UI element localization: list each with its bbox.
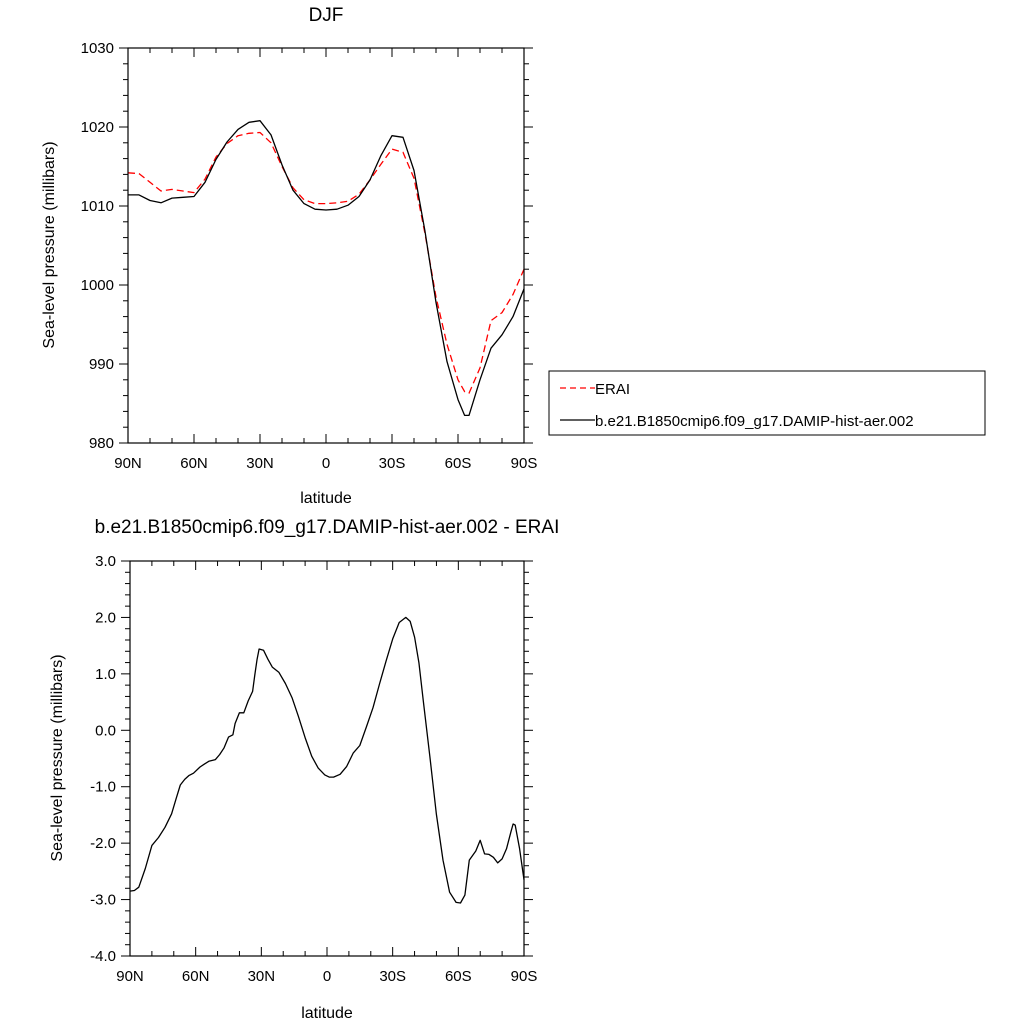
panel-bottom: b.e21.B1850cmip6.f09_g17.DAMIP-hist-aer.… <box>49 517 559 1022</box>
y-tick-label: 0.0 <box>95 722 116 739</box>
ylabel-top: Sea-level pressure (millibars) <box>41 141 58 348</box>
y-tick-label: 980 <box>89 435 114 452</box>
y-tick-label: 1020 <box>81 119 114 136</box>
y-tick-label: 1.0 <box>95 666 116 683</box>
x-tick-label: 30N <box>248 968 276 985</box>
xlabel-bottom: latitude <box>301 1005 353 1022</box>
y-tick-label: 1000 <box>81 277 114 294</box>
ylabel-bottom: Sea-level pressure (millibars) <box>49 654 66 861</box>
x-tick-label: 60N <box>180 455 208 472</box>
legend-box <box>548 370 986 436</box>
legend-label-erai: ERAI <box>595 381 630 398</box>
y-tick-label: 990 <box>89 356 114 373</box>
y-tick-label: -3.0 <box>90 892 116 909</box>
y-tick-label: -4.0 <box>90 948 116 965</box>
title-top: DJF <box>309 5 344 26</box>
panel-top: DJF Sea-level pressure (millibars) latit… <box>41 5 537 507</box>
legend: ERAI b.e21.B1850cmip6.f09_g17.DAMIP-hist… <box>548 370 986 436</box>
series-line-difference <box>129 616 525 904</box>
x-tick-label: 0 <box>323 968 331 985</box>
series-line-erai <box>127 131 525 394</box>
plot-frame-bottom <box>129 560 525 957</box>
xlabel-top: latitude <box>300 490 352 507</box>
legend-label-model: b.e21.B1850cmip6.f09_g17.DAMIP-hist-aer.… <box>595 413 914 430</box>
y-tick-label: -1.0 <box>90 779 116 796</box>
x-tick-label: 60S <box>445 455 472 472</box>
y-tick-label: 1010 <box>81 198 114 215</box>
x-tick-label: 90N <box>114 455 142 472</box>
title-bottom: b.e21.B1850cmip6.f09_g17.DAMIP-hist-aer.… <box>95 517 560 538</box>
series-line-model <box>128 120 525 417</box>
x-tick-label: 30N <box>246 455 274 472</box>
series-bottom <box>129 616 525 904</box>
y-tick-label: 1030 <box>81 40 114 57</box>
y-tick-label: 2.0 <box>95 609 116 626</box>
x-tick-label: 60S <box>445 968 472 985</box>
y-tick-label: -2.0 <box>90 835 116 852</box>
ticks-bottom: 90N 60N 30N 0 30S 60S 90S -4.0 -3.0 -2.0 -1.0 0.0 1.… <box>90 553 537 985</box>
x-tick-label: 90S <box>511 968 538 985</box>
x-tick-label: 90N <box>116 968 144 985</box>
plot-frame-top <box>127 47 525 444</box>
y-tick-label: 3.0 <box>95 553 116 570</box>
x-tick-label: 30S <box>379 968 406 985</box>
ticks-top: 90N 60N 30N 0 30S 60S 90S 980 990 1000 1010 1020 103… <box>81 40 538 472</box>
x-tick-label: 90S <box>511 455 538 472</box>
x-tick-label: 0 <box>322 455 330 472</box>
series-top <box>127 120 525 417</box>
x-tick-label: 60N <box>182 968 210 985</box>
x-tick-label: 30S <box>379 455 406 472</box>
